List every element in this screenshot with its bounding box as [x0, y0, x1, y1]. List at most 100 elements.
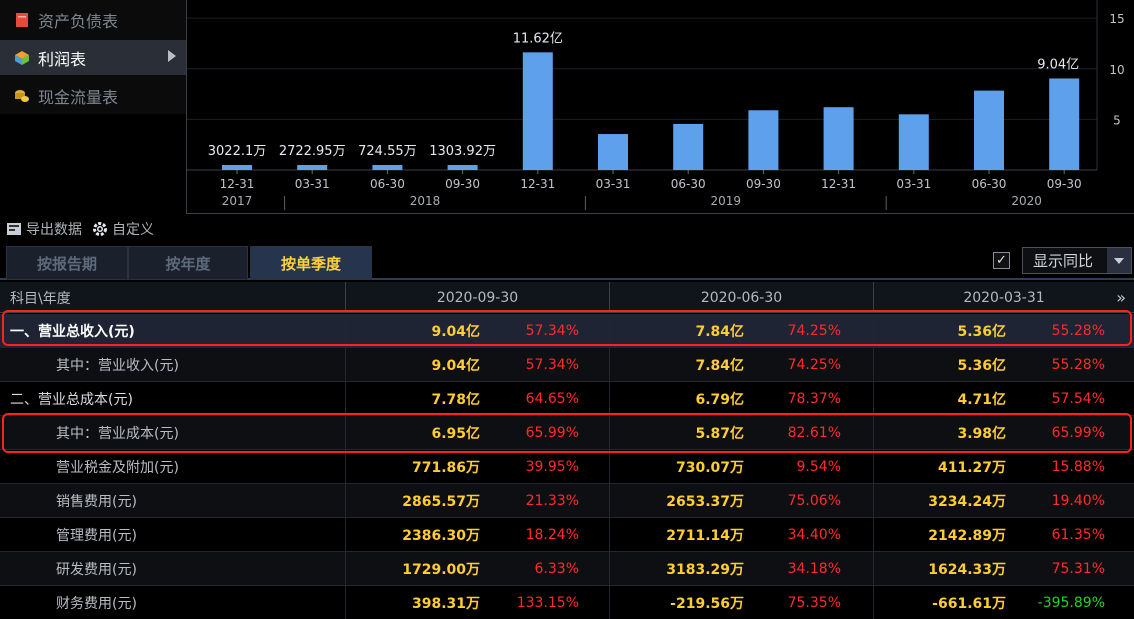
column-divider — [345, 314, 346, 348]
yoy-cell: 78.37% — [787, 391, 841, 407]
data-label: 724.55万 — [358, 144, 417, 159]
show-yoy-dropdown[interactable]: 显示同比 — [1022, 247, 1132, 274]
yoy-cell: 74.25% — [787, 323, 841, 339]
year-label: 2018 — [410, 194, 441, 208]
column-divider — [345, 518, 346, 552]
double-chevron-right-icon[interactable]: » — [1116, 288, 1126, 307]
table-row[interactable]: 财务费用(元) 398.31万 133.15% -219.56万 75.35% -661.… — [0, 586, 1134, 619]
column-divider — [873, 348, 874, 382]
menu-item-income-statement[interactable]: 利润表 — [0, 40, 186, 75]
bar — [898, 114, 929, 170]
row-label: 管理费用(元) — [56, 528, 137, 544]
column-divider — [873, 586, 874, 619]
year-label: 2019 — [711, 194, 742, 208]
table-row[interactable]: 销售费用(元) 2865.57万 21.33% 2653.37万 75.06% 3234.… — [0, 484, 1134, 518]
table-row[interactable]: 二、营业总成本(元) 7.78亿 64.65% 6.79亿 78.37% 4.71亿 57.… — [0, 382, 1134, 416]
bar — [598, 134, 628, 170]
value-cell: 411.27万 — [937, 460, 1006, 476]
menu-item-cash-flow[interactable]: 现金流量表 — [0, 78, 186, 113]
x-tick-label: 09-30 — [445, 177, 480, 191]
value-cell: 1729.00万 — [402, 562, 480, 578]
bar — [222, 165, 252, 170]
bar — [748, 110, 779, 170]
header-subject: 科目\年度 — [10, 290, 71, 307]
value-cell: 5.36亿 — [957, 358, 1006, 374]
yoy-cell: 9.54% — [796, 459, 841, 475]
value-cell: 771.86万 — [411, 460, 480, 476]
value-cell: 2711.14万 — [666, 528, 744, 544]
yoy-cell: 21.33% — [525, 493, 579, 509]
value-cell: 2653.37万 — [666, 494, 744, 510]
menu-item-balance-sheet[interactable]: 资产负债表 — [0, 2, 186, 37]
x-tick-label: 09-30 — [1047, 177, 1082, 191]
tab-label: 按报告期 — [36, 254, 97, 273]
show-yoy-checkbox[interactable]: ✓ — [993, 252, 1010, 269]
value-cell: 7.84亿 — [695, 324, 744, 340]
menu-item-label: 资产负债表 — [38, 11, 119, 31]
value-cell: 3183.29万 — [666, 562, 744, 578]
column-divider — [345, 586, 346, 619]
yoy-cell: 133.15% — [516, 595, 579, 611]
bar — [823, 107, 854, 170]
row-label: 销售费用(元) — [56, 494, 137, 510]
table-row[interactable]: 其中：营业成本(元) 6.95亿 65.99% 5.87亿 82.61% 3.98亿 65.… — [0, 416, 1134, 450]
y-tick-label: 5 — [1113, 113, 1121, 127]
tab-by-report-period[interactable]: 按报告期 — [6, 246, 128, 280]
yoy-cell: -395.89% — [1037, 595, 1105, 611]
column-divider — [873, 382, 874, 416]
x-tick-label: 12-31 — [520, 177, 555, 191]
x-tick-label: 03-31 — [596, 177, 631, 191]
value-cell: -661.61万 — [932, 596, 1006, 612]
report-menu: 资产负债表 利润表 现金流量表 — [0, 0, 186, 114]
yoy-cell: 55.28% — [1051, 357, 1105, 373]
table-row[interactable]: 管理费用(元) 2386.30万 18.24% 2711.14万 34.40% 2142.… — [0, 518, 1134, 552]
export-data-button[interactable]: 导出数据 — [6, 219, 82, 239]
table-row[interactable]: 一、营业总收入(元) 9.04亿 57.34% 7.84亿 74.25% 5.36亿 55.… — [0, 314, 1134, 348]
value-cell: 730.07万 — [675, 460, 744, 476]
chevron-down-icon — [1107, 248, 1131, 273]
value-cell: 7.84亿 — [695, 358, 744, 374]
column-divider — [345, 416, 346, 450]
value-cell: 5.87亿 — [695, 426, 744, 442]
gear-icon — [92, 221, 108, 237]
table-row[interactable]: 营业税金及附加(元) 771.86万 39.95% 730.07万 9.54% 411.2… — [0, 450, 1134, 484]
value-cell: 398.31万 — [411, 596, 480, 612]
value-cell: 2865.57万 — [402, 494, 480, 510]
yoy-cell: 55.28% — [1051, 323, 1105, 339]
tab-by-year[interactable]: 按年度 — [128, 246, 248, 280]
row-label: 二、营业总成本(元) — [10, 392, 133, 408]
row-label: 其中：营业成本(元) — [56, 426, 179, 442]
year-label: 2017 — [222, 194, 253, 208]
bar — [673, 123, 704, 170]
export-label: 导出数据 — [26, 222, 82, 238]
yoy-cell: 39.95% — [525, 459, 579, 475]
header-period: 2020-03-31 — [873, 282, 1134, 313]
coins-icon — [14, 88, 30, 104]
value-cell: 6.95亿 — [431, 426, 480, 442]
data-label: 1303.92万 — [429, 144, 496, 159]
yoy-label: 显示同比 — [1033, 252, 1094, 270]
column-divider — [609, 348, 610, 382]
table-row[interactable]: 其中：营业收入(元) 9.04亿 57.34% 7.84亿 74.25% 5.36亿 55.… — [0, 348, 1134, 382]
yoy-cell: 19.40% — [1051, 493, 1105, 509]
yoy-cell: 6.33% — [534, 561, 579, 577]
toolbar: 导出数据 自定义 — [0, 215, 400, 243]
column-divider — [345, 450, 346, 484]
value-cell: -219.56万 — [670, 596, 744, 612]
x-tick-label: 03-31 — [295, 177, 330, 191]
column-divider — [873, 518, 874, 552]
yoy-cell: 65.99% — [1051, 425, 1105, 441]
table-row[interactable]: 研发费用(元) 1729.00万 6.33% 3183.29万 34.18% 1624.3… — [0, 552, 1134, 586]
yoy-cell: 34.18% — [787, 561, 841, 577]
column-divider — [609, 552, 610, 586]
customize-button[interactable]: 自定义 — [92, 219, 154, 239]
yoy-cell: 75.35% — [787, 595, 841, 611]
period-tabs: 按报告期 按年度 按单季度 — [0, 244, 1134, 280]
column-divider — [609, 450, 610, 484]
data-label: 2722.95万 — [279, 144, 346, 159]
column-divider — [873, 484, 874, 518]
cube-icon — [14, 50, 30, 66]
yoy-cell: 64.65% — [525, 391, 579, 407]
tab-by-quarter[interactable]: 按单季度 — [250, 246, 372, 280]
yoy-cell: 75.06% — [787, 493, 841, 509]
